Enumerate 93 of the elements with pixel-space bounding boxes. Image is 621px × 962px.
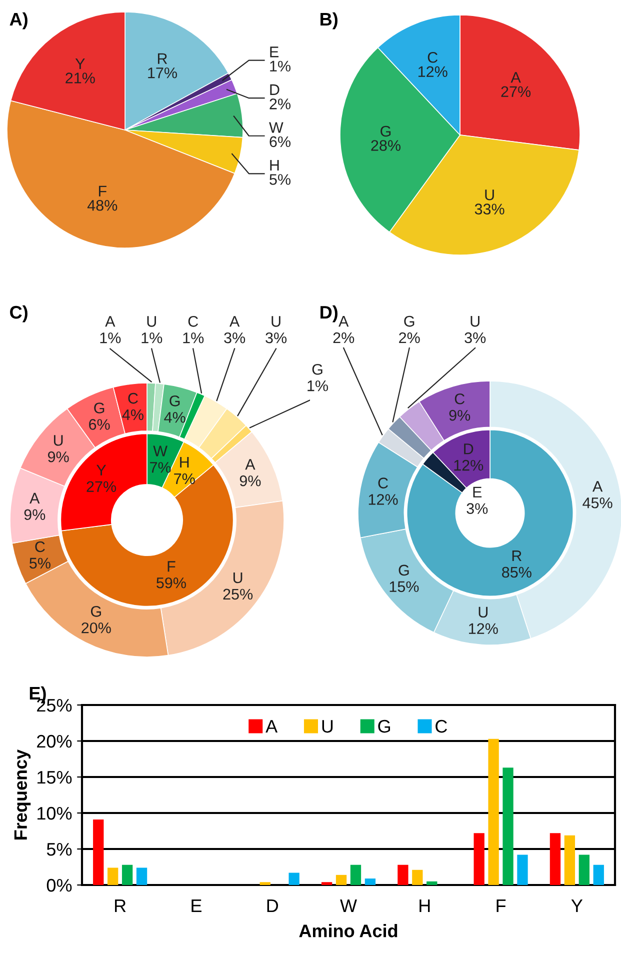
data-label: C 5% — [30, 541, 50, 569]
data-label: 28% — [371, 140, 400, 151]
slice-label: A — [510, 72, 521, 83]
bar — [321, 882, 332, 885]
data-label: U 1% — [142, 316, 162, 344]
data-label: 1% — [270, 60, 290, 72]
y-tick-label: 0% — [46, 878, 72, 892]
data-label: U 9% — [48, 435, 69, 462]
x-tick-label: R — [115, 900, 126, 912]
slice-label: C — [428, 52, 438, 63]
x-axis-title: Amino Acid — [299, 924, 398, 938]
bar — [474, 833, 484, 885]
y-tick-label: 20% — [37, 734, 72, 748]
data-label: C 1% — [183, 316, 204, 344]
bar — [426, 881, 438, 885]
legend-label: C — [436, 720, 448, 733]
data-label: U 12% — [469, 606, 498, 634]
bar — [502, 768, 514, 885]
data-label: 2% — [270, 98, 290, 110]
chart-title: C) — [10, 305, 28, 322]
slice-label: H — [270, 160, 279, 170]
slice-label: R — [158, 53, 168, 64]
bar — [260, 882, 270, 885]
slice-label: D — [270, 84, 280, 95]
legend-label: G — [378, 720, 390, 733]
data-label: 33% — [474, 204, 504, 215]
data-label: U 25% — [223, 572, 253, 600]
data-label: H 7% — [174, 457, 195, 484]
x-tick-label: F — [496, 900, 506, 912]
y-tick-label: 15% — [38, 771, 72, 784]
slice-label: G — [380, 126, 391, 137]
data-label: G 1% — [308, 364, 328, 392]
data-label: G 20% — [82, 606, 111, 634]
data-label: G 4% — [164, 396, 186, 423]
data-label: 17% — [148, 68, 177, 78]
bar — [593, 864, 604, 885]
data-label: G 6% — [89, 402, 110, 430]
y-tick-label: 10% — [38, 806, 72, 820]
data-label: U 3% — [266, 316, 287, 344]
data-label: A 9% — [240, 459, 261, 486]
x-tick-label: D — [267, 900, 278, 912]
data-label: G 2% — [399, 316, 420, 344]
data-label: A 45% — [582, 481, 612, 508]
bar — [108, 868, 118, 885]
bar — [578, 854, 590, 885]
data-label: U 3% — [464, 316, 486, 344]
data-label: E 3% — [466, 486, 488, 514]
data-label: 5% — [270, 174, 290, 185]
chart-title: A) — [10, 12, 28, 30]
slice-label: E — [270, 46, 278, 58]
bar — [93, 819, 104, 885]
data-label: C 12% — [368, 478, 398, 505]
data-label: D 12% — [454, 444, 484, 471]
bar — [517, 854, 528, 885]
data-label: A 9% — [24, 492, 46, 520]
data-label: G 15% — [390, 564, 419, 592]
y-tick-label: 5% — [46, 843, 72, 856]
data-label: 21% — [66, 72, 95, 84]
slice-label: Y — [75, 58, 85, 70]
data-label: C 9% — [449, 393, 470, 421]
bar — [550, 833, 561, 885]
bar — [136, 868, 148, 885]
bar — [288, 872, 300, 885]
data-label: F 59% — [156, 561, 186, 588]
bar — [564, 835, 576, 885]
x-tick-label: Y — [571, 900, 583, 912]
x-tick-label: H — [420, 900, 430, 912]
bar — [364, 878, 376, 885]
data-label: 12% — [418, 66, 448, 77]
data-label: 6% — [270, 136, 290, 148]
data-label: A 3% — [224, 316, 246, 344]
legend-label: A — [266, 720, 278, 733]
bar — [488, 738, 499, 885]
bar — [412, 870, 423, 885]
slice-label: W — [269, 122, 284, 133]
data-label: Y 27% — [86, 464, 116, 492]
bar — [122, 864, 133, 885]
data-label: R 85% — [502, 550, 532, 578]
data-label: 48% — [87, 200, 118, 211]
data-label: A 1% — [100, 316, 121, 344]
slice-label: F — [98, 186, 106, 196]
x-tick-label: E — [192, 900, 202, 912]
bar — [398, 864, 408, 885]
bar — [350, 864, 362, 885]
bar — [336, 874, 347, 885]
data-label: C 4% — [122, 392, 144, 420]
chart-title: B) — [320, 12, 338, 30]
y-axis-title: Frequency — [14, 749, 31, 840]
slice-label: U — [485, 190, 494, 200]
x-tick-label: W — [340, 900, 357, 912]
data-label: 27% — [501, 86, 531, 97]
legend-label: U — [322, 720, 333, 733]
data-label: W 7% — [150, 446, 171, 473]
